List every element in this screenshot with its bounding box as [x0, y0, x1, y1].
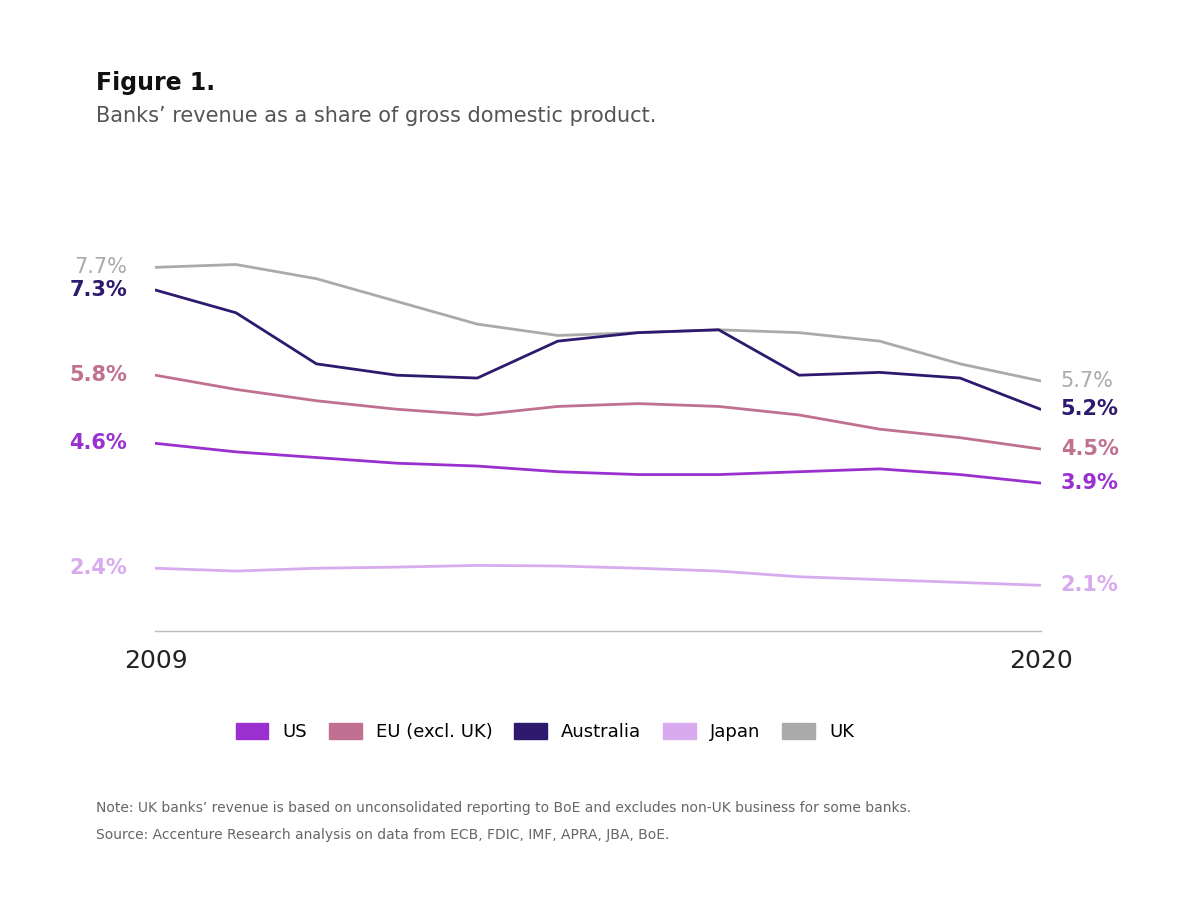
Text: 7.7%: 7.7%: [74, 258, 127, 278]
Text: 4.5%: 4.5%: [1061, 439, 1118, 459]
Text: 7.3%: 7.3%: [69, 280, 127, 300]
Text: 5.7%: 5.7%: [1061, 371, 1113, 391]
Text: Figure 1.: Figure 1.: [96, 70, 215, 95]
Text: 3.9%: 3.9%: [1061, 473, 1118, 493]
Text: 5.8%: 5.8%: [69, 365, 127, 386]
Text: 2.4%: 2.4%: [69, 559, 127, 578]
Text: 4.6%: 4.6%: [69, 433, 127, 453]
Text: Note: UK banks’ revenue is based on unconsolidated reporting to BoE and excludes: Note: UK banks’ revenue is based on unco…: [96, 801, 911, 815]
Text: Source: Accenture Research analysis on data from ECB, FDIC, IMF, APRA, JBA, BoE.: Source: Accenture Research analysis on d…: [96, 828, 669, 842]
Text: Banks’ revenue as a share of gross domestic product.: Banks’ revenue as a share of gross domes…: [96, 106, 657, 126]
Text: 5.2%: 5.2%: [1061, 399, 1118, 419]
Text: 2.1%: 2.1%: [1061, 575, 1118, 596]
Legend: US, EU (excl. UK), Australia, Japan, UK: US, EU (excl. UK), Australia, Japan, UK: [236, 723, 854, 741]
